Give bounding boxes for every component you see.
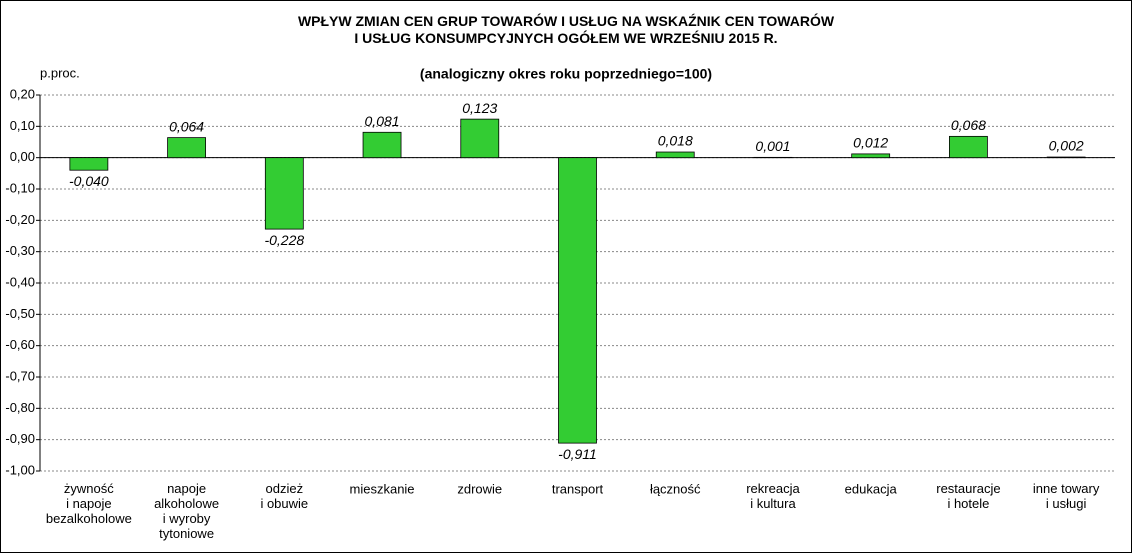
y-tick-label: -1,00 — [5, 462, 35, 477]
x-tick-label: odzież i obuwie — [260, 481, 308, 511]
bar — [558, 157, 597, 444]
bar — [1046, 156, 1086, 159]
y-tick-label: -0,30 — [5, 243, 35, 258]
y-axis-label: p.proc. — [40, 65, 80, 80]
value-label: 0,123 — [462, 100, 497, 116]
value-label: -0,228 — [264, 232, 304, 248]
x-tick-label: rekreacja i kultura — [746, 481, 800, 511]
bar — [851, 153, 891, 159]
y-tick-label: -0,60 — [5, 337, 35, 352]
y-tick-label: -0,80 — [5, 400, 35, 415]
y-tick-label: 0,00 — [10, 149, 35, 164]
y-tick-label: -0,10 — [5, 180, 35, 195]
y-tick-label: -0,90 — [5, 431, 35, 446]
x-tick-label: żywność i napoje bezalkoholowe — [46, 481, 132, 526]
value-label: -0,911 — [558, 446, 597, 462]
bar — [167, 137, 206, 159]
bar — [460, 118, 500, 159]
bar — [264, 157, 304, 230]
bar — [655, 151, 695, 159]
x-tick-label: napoje alkoholowe i wyroby tytoniowe — [154, 481, 219, 541]
value-label: 0,002 — [1049, 138, 1084, 154]
x-tick-label: łączność — [650, 481, 701, 496]
x-tick-label: restauracje i hotele — [936, 481, 1000, 511]
x-tick-label: zdrowie — [457, 481, 502, 496]
y-tick-label: -0,50 — [5, 306, 35, 321]
bar — [362, 131, 402, 159]
y-tick-label: 0,10 — [10, 118, 35, 133]
chart-title: WPŁYW ZMIAN CEN GRUP TOWARÓW I USŁUG NA … — [298, 12, 835, 46]
bar — [949, 135, 988, 159]
y-tick-label: -0,40 — [5, 274, 35, 289]
y-tick-label: -0,70 — [5, 368, 35, 383]
value-label: 0,064 — [169, 118, 204, 134]
x-tick-label: edukacja — [845, 481, 898, 496]
x-tick-label: inne towary i usługi — [1033, 481, 1100, 511]
value-label: 0,018 — [658, 133, 693, 149]
x-tick-label: transport — [552, 481, 604, 496]
y-tick-label: -0,20 — [5, 212, 35, 227]
value-label: 0,001 — [755, 138, 790, 154]
value-label: -0,040 — [69, 173, 109, 189]
value-label: 0,081 — [365, 113, 400, 129]
y-tick-label: 0,20 — [10, 86, 35, 101]
chart-subtitle: (analogiczny okres roku poprzedniego=100… — [420, 66, 712, 82]
value-label: 0,012 — [853, 135, 888, 151]
x-tick-label: mieszkanie — [350, 481, 415, 496]
value-label: 0,068 — [951, 117, 986, 133]
bar — [69, 157, 109, 171]
